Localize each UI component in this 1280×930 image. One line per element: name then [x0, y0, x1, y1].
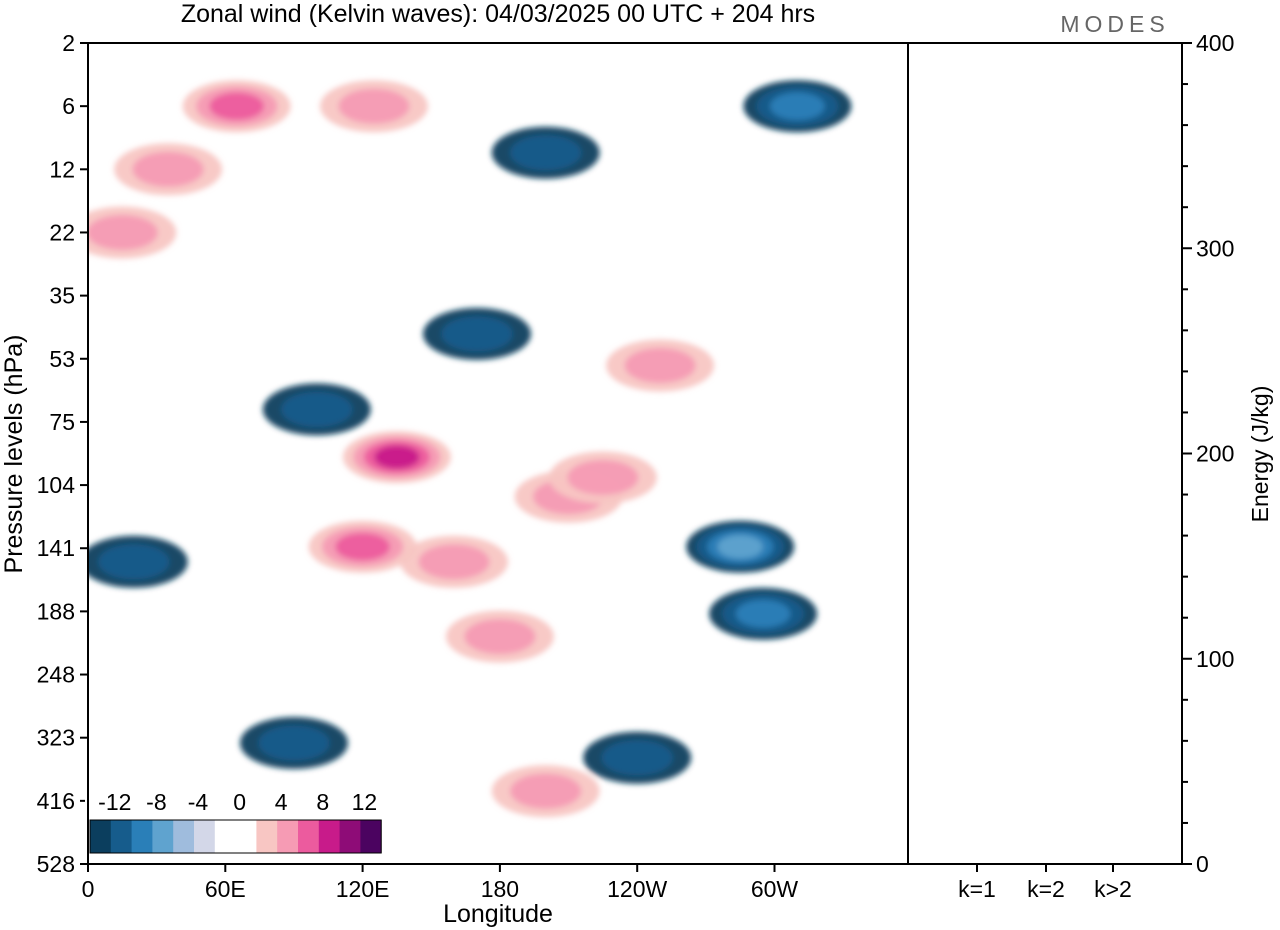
y-tick-label: 75 — [49, 409, 75, 435]
energy-tick-label: 200 — [1196, 441, 1234, 467]
x-tick-label: 180 — [481, 876, 519, 902]
wind-anomaly-blob — [258, 725, 330, 761]
wind-anomaly-blob — [464, 619, 536, 655]
y-tick-label: 104 — [37, 472, 76, 498]
wind-anomaly-blob — [98, 544, 170, 580]
x-tick-label: 0 — [82, 876, 95, 902]
x-tick-label: 120E — [336, 876, 390, 902]
legend-swatch — [214, 820, 236, 853]
wind-anomaly-blob — [717, 535, 763, 559]
legend-label: -8 — [146, 789, 166, 815]
y-tick-label: 248 — [37, 662, 75, 688]
y-tick-label: 141 — [37, 535, 75, 561]
wind-anomaly-blob — [624, 348, 696, 383]
wind-anomaly-blob — [281, 391, 353, 427]
brand-logo: MODES — [1060, 11, 1169, 37]
y-tick-label: 188 — [37, 598, 75, 624]
wind-anomaly-blob — [441, 316, 513, 352]
chart-title: Zonal wind (Kelvin waves): 04/03/2025 00… — [181, 0, 815, 28]
legend-label: 4 — [275, 789, 288, 815]
y-tick-label: 323 — [37, 725, 75, 751]
y-tick-label: 22 — [49, 219, 75, 245]
y-tick-label: 53 — [49, 346, 75, 372]
wind-anomaly-blob — [735, 600, 791, 628]
legend-swatch — [318, 820, 340, 853]
energy-tick-label: 100 — [1196, 646, 1234, 672]
energy-axis: 0 100 200 300 400 — [1182, 30, 1234, 877]
wind-anomaly-blob — [770, 92, 825, 120]
legend-swatch — [173, 820, 195, 853]
y-tick-label: 528 — [37, 851, 75, 877]
legend-label: -12 — [98, 789, 131, 815]
energy-tick-label: 300 — [1196, 235, 1234, 261]
legend-swatch — [277, 820, 299, 853]
wind-anomaly-blob — [510, 773, 582, 809]
legend-swatch — [194, 820, 216, 853]
energy-tick-label: 0 — [1196, 851, 1209, 877]
legend-swatch — [256, 820, 278, 853]
color-legend: -12 -8 -4 0 4 8 12 — [85, 789, 385, 862]
y-axis: 2 6 12 22 35 53 75 104 141 188 248 323 416 528 — [37, 30, 88, 877]
legend-swatch — [90, 820, 112, 853]
wind-anomaly-blob — [338, 88, 410, 124]
legend-label: 0 — [233, 789, 246, 815]
wind-anomaly-blob — [374, 445, 420, 469]
y-axis-label: Pressure levels (hPa) — [0, 335, 28, 574]
wind-anomaly-blob — [335, 533, 390, 561]
y-tick-label: 416 — [37, 788, 75, 814]
wind-anomaly-blob — [418, 544, 490, 580]
x-axis-label: Longitude — [443, 900, 553, 928]
legend-label: 12 — [352, 789, 378, 815]
legend-label: -4 — [188, 789, 209, 815]
legend-swatch — [131, 820, 153, 853]
y-tick-label: 12 — [49, 156, 75, 182]
legend-frame — [89, 819, 382, 854]
legend-swatch — [360, 820, 382, 853]
legend-swatch — [110, 820, 132, 853]
x-tick-label: 60E — [205, 876, 246, 902]
energy-category-label: k=1 — [958, 876, 996, 902]
energy-category-label: k=2 — [1027, 876, 1065, 902]
legend-swatch — [339, 820, 361, 853]
wind-anomaly-blob — [132, 151, 204, 187]
wind-field — [88, 80, 852, 818]
wind-anomaly-blob — [209, 92, 264, 120]
energy-bars: k=1 k=2 k>2 — [958, 864, 1132, 902]
wind-anomaly-blob — [88, 215, 158, 250]
heatmap-frame — [87, 42, 909, 865]
legend-swatch — [152, 820, 174, 853]
legend-label: 8 — [316, 789, 329, 815]
wind-anomaly-blob — [567, 460, 639, 495]
energy-axis-label: Energy (J/kg) — [1247, 386, 1273, 523]
energy-category-label: k>2 — [1094, 876, 1132, 902]
y-tick-label: 6 — [62, 93, 75, 119]
wind-anomaly-blob — [510, 135, 582, 171]
x-axis: 0 60E 120E 180 120W 60W — [82, 864, 799, 902]
wind-anomaly-blob — [601, 740, 673, 776]
y-tick-label: 35 — [49, 283, 75, 309]
energy-tick-label: 400 — [1196, 30, 1234, 56]
energy-panel-frame — [907, 42, 1183, 865]
legend-swatch — [235, 820, 257, 853]
y-tick-label: 2 — [62, 30, 75, 56]
x-tick-label: 60W — [751, 876, 799, 902]
x-tick-label: 120W — [607, 876, 667, 902]
legend-swatch — [298, 820, 320, 853]
